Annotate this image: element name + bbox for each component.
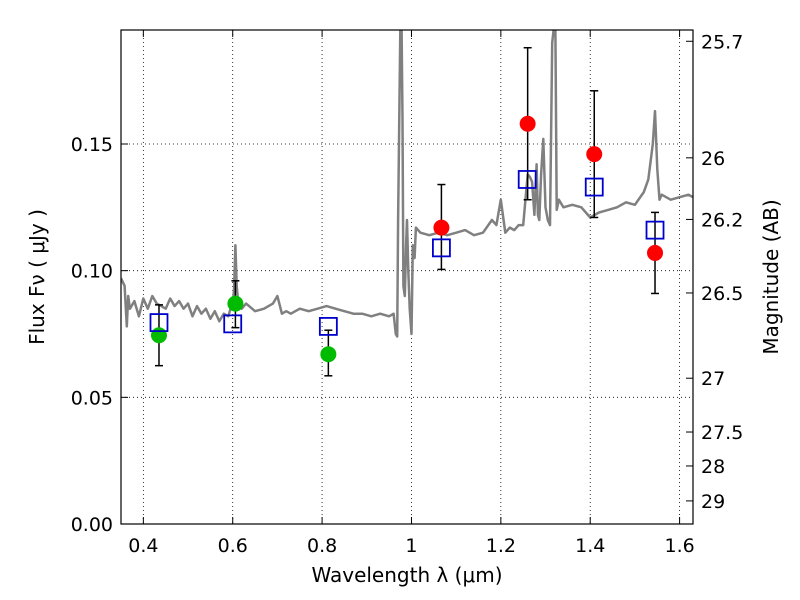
model-point-square: [432, 238, 451, 258]
y2-tick-label: 26.2: [701, 209, 743, 231]
y2-tick-label: 29: [701, 491, 725, 513]
x-tick-label: 0.8: [307, 535, 337, 557]
model-point-square: [223, 314, 243, 334]
y-tick-label: 0.10: [71, 261, 113, 283]
model-point-square: [584, 177, 604, 197]
y2-tick-label: 27: [701, 368, 725, 390]
data-point-circle: [586, 146, 603, 163]
model-spectrum: [121, 30, 693, 338]
model-point-square: [517, 170, 537, 189]
x-tick-label: 0.6: [218, 535, 248, 557]
y2-tick-label: 26: [701, 148, 725, 170]
model-point-square: [645, 220, 665, 240]
model-point-square: [149, 313, 169, 333]
spectrum-line: [121, 30, 693, 338]
grid-lines: [121, 30, 693, 525]
data-point-circle: [320, 346, 337, 363]
y-axis-label: Flux Fν ( μJy ): [25, 209, 49, 345]
y-tick-label: 0.05: [71, 387, 113, 409]
error-bars: [154, 46, 660, 377]
y-tick-label: 0.00: [71, 514, 113, 536]
y2-tick-label: 25.7: [701, 31, 743, 53]
data-point-circle: [150, 327, 167, 344]
model-point-square: [318, 316, 338, 336]
y2-tick-label: 27.5: [701, 422, 743, 444]
data-point-circle: [647, 244, 664, 261]
x-axis-label: Wavelength λ (μm): [311, 563, 502, 587]
x-tick-label: 0.4: [128, 535, 158, 557]
y2-axis-label: Magnitude (AB): [759, 199, 783, 354]
data-point-circle: [519, 115, 536, 132]
x-tick-label: 1: [405, 535, 417, 557]
x-tick-label: 1.2: [486, 535, 516, 557]
y2-tick-label: 26.5: [701, 283, 743, 305]
x-tick-label: 1.6: [664, 535, 694, 557]
axis-ticks: 0.4 0.6 0.8 1 1.2 1.4 1.6 0.00 0.05 0.10 0.15 25.7 2…: [71, 30, 743, 557]
plot-frame: [120, 29, 694, 525]
data-point-circle: [227, 295, 244, 312]
y-tick-label: 0.15: [71, 134, 113, 156]
y2-tick-label: 28: [701, 456, 725, 478]
data-point-circle: [433, 219, 450, 236]
photometry-points: [149, 115, 665, 363]
x-tick-label: 1.4: [575, 535, 605, 557]
